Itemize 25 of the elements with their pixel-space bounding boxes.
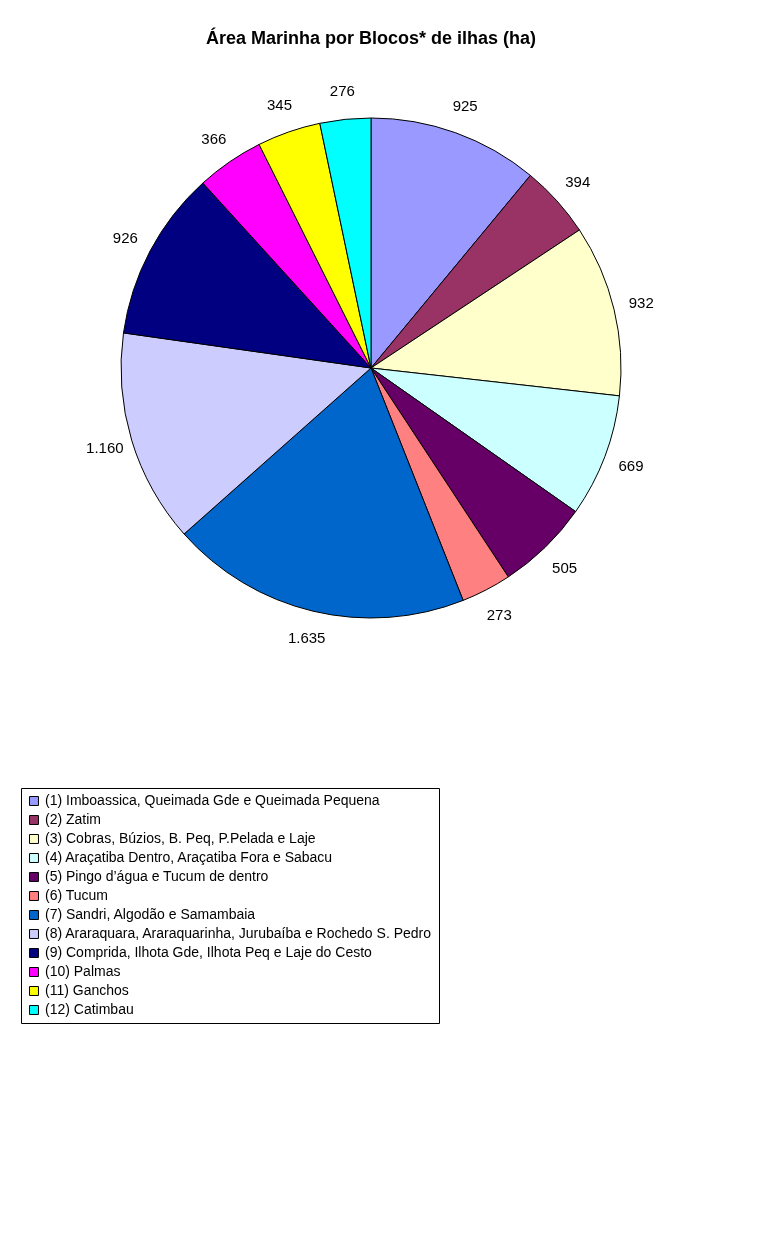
legend-label: (11) Ganchos xyxy=(45,982,129,998)
legend-label: (12) Catimbau xyxy=(45,1001,134,1017)
data-label: 932 xyxy=(628,293,654,311)
data-label: 345 xyxy=(267,96,293,114)
data-label: 394 xyxy=(565,173,591,191)
data-label: 273 xyxy=(486,605,512,623)
legend-label: (8) Araraquara, Araraquarinha, Jurubaíba e Rochedo S. Pedro xyxy=(45,925,432,941)
legend-label: (9) Comprida, Ilhota Gde, Ilhota Peq e Laje do Cesto xyxy=(45,944,373,960)
legend-label: (4) Araçatiba Dentro, Araçatiba Fora e Sabacu xyxy=(45,849,333,865)
data-label: 1.635 xyxy=(287,629,326,647)
data-label: 926 xyxy=(112,228,138,246)
data-label: 925 xyxy=(452,97,478,115)
data-label: 276 xyxy=(329,82,355,100)
legend-label: (1) Imboassica, Queimada Gde e Queimada Pequena xyxy=(45,792,380,808)
legend-label: (7) Sandri, Algodão e Samambaia xyxy=(45,906,256,922)
data-label: 366 xyxy=(201,129,227,147)
legend-label: (2) Zatim xyxy=(45,811,101,827)
legend-label: (5) Pingo d’água e Tucum de dentro xyxy=(45,868,269,884)
legend-label: (3) Cobras, Búzios, B. Peq, P.Pelada e Laje xyxy=(45,830,316,846)
data-label: 505 xyxy=(552,558,578,576)
data-label: 1.160 xyxy=(86,439,124,457)
legend-label: (6) Tucum xyxy=(45,887,109,903)
data-label: 669 xyxy=(618,457,644,475)
chart-title: Área Marinha por Blocos* de ilhas (ha) xyxy=(205,27,537,48)
legend-label: (10) Palmas xyxy=(45,963,121,979)
